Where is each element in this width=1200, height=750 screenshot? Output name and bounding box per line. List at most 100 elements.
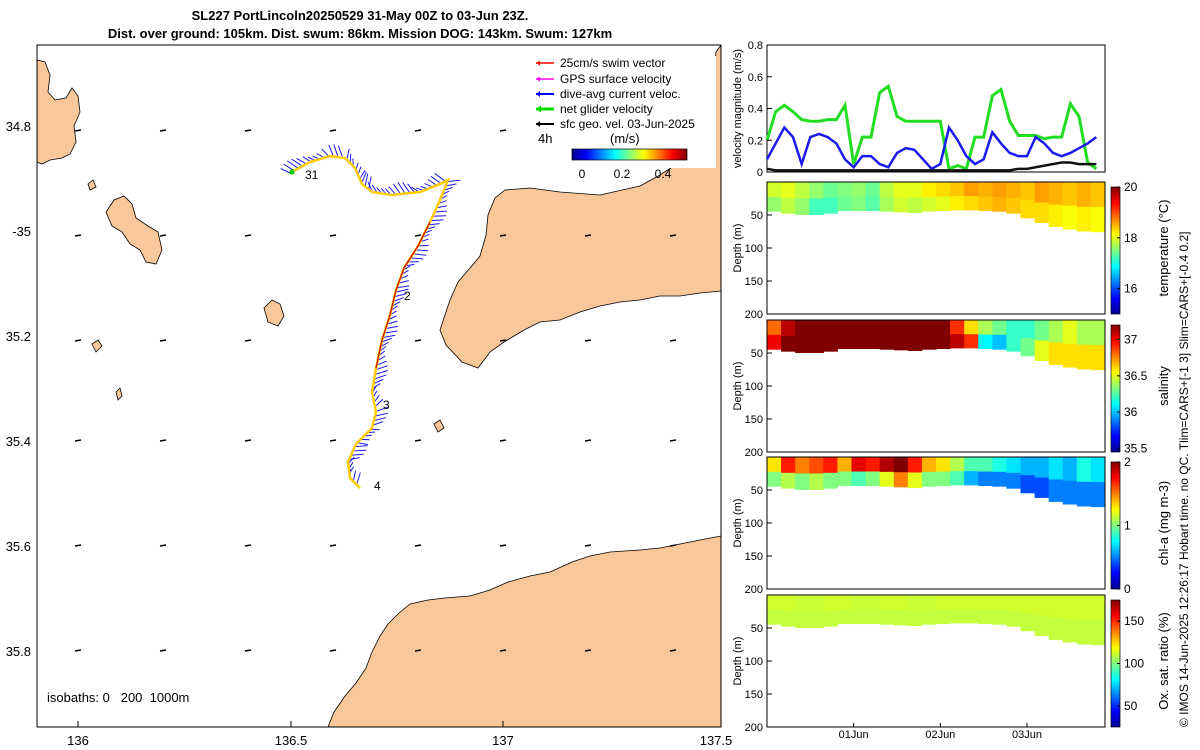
heatmap-cell: [809, 595, 824, 612]
current-arrow: [354, 445, 368, 448]
heatmap-cell: [1034, 457, 1050, 478]
geo-tick: [74, 649, 82, 652]
heatmap-cell: [907, 320, 923, 337]
geo-tick: [159, 129, 167, 132]
heatmap-cell: [936, 595, 951, 611]
map-x-tick-137-5: 137.5: [700, 733, 733, 748]
geo-tick: [74, 439, 82, 442]
legend-item-net-glider: net glider velocity: [536, 102, 653, 116]
heatmap-cell: [851, 609, 867, 625]
heatmap-cell: [964, 457, 979, 472]
geo-tick: [244, 649, 252, 652]
heatmap-cell: [964, 320, 979, 335]
heatmap-cell: [964, 334, 979, 349]
geo-tick: [669, 649, 677, 652]
current-arrow: [352, 449, 367, 452]
current-arrow: [410, 257, 424, 260]
heatmap-cell: [1006, 320, 1021, 337]
depth-tick: 50: [751, 623, 763, 635]
heatmap-cell: [1020, 200, 1036, 219]
map-y-tick-35-4: 35.4: [6, 434, 31, 449]
heatmap-cell: [978, 196, 993, 212]
heatmap-cell: [936, 609, 951, 625]
heatmap-cell: [879, 471, 895, 487]
current-arrow: [372, 421, 384, 426]
current-arrow: [392, 183, 401, 195]
heatmap-cell: [992, 196, 1007, 212]
heatmap-cell: [795, 457, 810, 474]
colorbar-tick: 18: [1124, 231, 1138, 245]
colorbar-tick: 35.5: [1124, 441, 1148, 455]
current-arrow: [396, 285, 410, 289]
heatmap-colorbar: [1110, 324, 1121, 453]
current-arrow: [374, 412, 389, 417]
heatmap-cell: [978, 471, 993, 487]
heatmap-cell: [1076, 619, 1092, 645]
current-arrow: [388, 186, 397, 195]
heatmap-cell: [879, 457, 895, 473]
geo-tick: [74, 129, 82, 132]
heatmap-cell: [907, 595, 923, 612]
heatmap-cell: [1034, 182, 1050, 203]
heatmap-cell: [1090, 595, 1106, 621]
heatmap-cell: [950, 595, 965, 610]
heatmap-cell: [921, 320, 937, 336]
heatmap-cell: [851, 334, 867, 350]
depth-tick: 100: [745, 243, 763, 255]
heatmap-cell: [964, 609, 979, 624]
heatmap-cell: [978, 609, 993, 625]
heatmap-cell: [809, 457, 824, 474]
heatmap-cell: [851, 457, 867, 473]
current-arrow: [346, 148, 350, 160]
heatmap-cell: [767, 182, 782, 198]
heatmap-cell: [1048, 320, 1064, 343]
geo-tick: [329, 339, 337, 342]
credit-text: © IMOS 14-Jun-2025 12:26:17 Hobart time.…: [1177, 231, 1191, 727]
current-arrow: [375, 365, 388, 371]
heatmap-cell: [950, 609, 965, 624]
current-arrow: [393, 297, 404, 302]
heatmap-cell: [978, 320, 993, 336]
heatmap-cell: [795, 595, 810, 612]
heatmap-cell: [823, 182, 838, 199]
current-arrow: [349, 457, 360, 460]
geo-tick: [159, 234, 167, 237]
heatmap-cell: [1090, 320, 1106, 346]
geo-tick: [244, 234, 252, 237]
heatmap-cell: [823, 335, 838, 352]
colorbar-tick: 50: [1124, 699, 1138, 713]
heatmap-cell: [781, 335, 796, 352]
legend-label-gps: GPS surface velocity: [560, 72, 671, 86]
heatmap-cell: [893, 182, 909, 198]
heatmap-cell: [950, 457, 965, 472]
heatmap-cell: [978, 595, 993, 611]
current-arrow: [430, 219, 444, 222]
land-islet-b: [91, 339, 103, 353]
geo-tick: [499, 544, 507, 547]
heatmap-cell: [781, 472, 796, 489]
heatmap-cell: [837, 320, 852, 336]
current-arrow: [375, 406, 388, 412]
legend-label-dive-avg: dive-avg current veloc.: [560, 87, 681, 101]
colorbar-tick: 2: [1124, 455, 1131, 469]
geo-tick: [669, 439, 677, 442]
heatmap-cell: [1090, 620, 1106, 646]
heatmap-cell: [992, 609, 1007, 625]
heatmap-cell: [992, 320, 1007, 336]
land-layer: [37, 45, 721, 727]
heatmap-cell: [1006, 182, 1021, 199]
heatmap-cell: [1006, 472, 1021, 489]
depth-tick: 50: [751, 485, 763, 497]
colorbar-tick: 1: [1124, 519, 1131, 533]
geo-tick: [329, 439, 337, 442]
depth-tick: 150: [745, 276, 763, 288]
velocity-y-tick: 0.6: [748, 72, 763, 84]
depth-tick: 200: [745, 309, 763, 321]
map-x-tick-136-5: 136.5: [275, 733, 308, 748]
depth-tick: 100: [745, 381, 763, 393]
heatmap-cell: [921, 471, 937, 487]
current-arrow: [352, 470, 357, 482]
heatmap-cell: [795, 182, 810, 199]
legend-item-swim: 25cm/s swim vector: [536, 56, 665, 70]
heatmap-cell: [1034, 477, 1050, 498]
